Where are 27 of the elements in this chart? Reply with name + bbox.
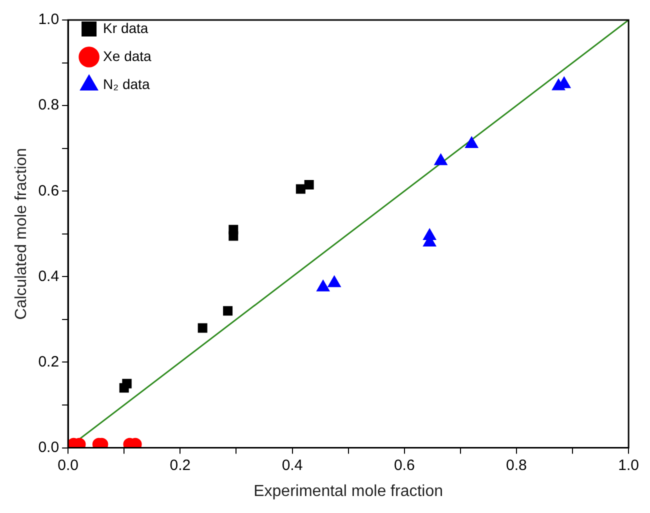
point — [465, 136, 478, 148]
x-tick-label: 0.2 — [170, 456, 191, 474]
x-tick-label: 0.4 — [282, 456, 303, 474]
y-tick-label: 1.0 — [38, 11, 60, 28]
legend-label: Xe data — [103, 48, 152, 64]
y-tick-label: 0.2 — [38, 353, 60, 370]
x-tick-label: 0.8 — [506, 456, 527, 474]
point — [434, 154, 448, 166]
legend-label: N₂ data — [103, 76, 150, 92]
point — [223, 306, 233, 316]
y-tick-label: 0.4 — [38, 268, 60, 285]
y-tick-label: 0.6 — [38, 182, 60, 200]
point — [296, 184, 306, 194]
point — [122, 378, 132, 388]
x-tick-label: 0.6 — [394, 456, 415, 474]
point — [198, 323, 208, 333]
y-tick-label: 0.8 — [38, 96, 60, 114]
x-tick-label: 0.0 — [58, 456, 78, 474]
x-tick-label: 1.0 — [618, 456, 640, 474]
point — [328, 276, 341, 288]
legend-label: Kr data — [103, 20, 148, 36]
point — [228, 231, 238, 241]
x-axis-title: Experimental mole fraction — [254, 482, 444, 500]
point — [316, 280, 330, 292]
y-tick-label: 0.0 — [38, 438, 60, 456]
y-axis-title: Calculated mole fraction — [13, 148, 30, 320]
point — [304, 180, 314, 190]
